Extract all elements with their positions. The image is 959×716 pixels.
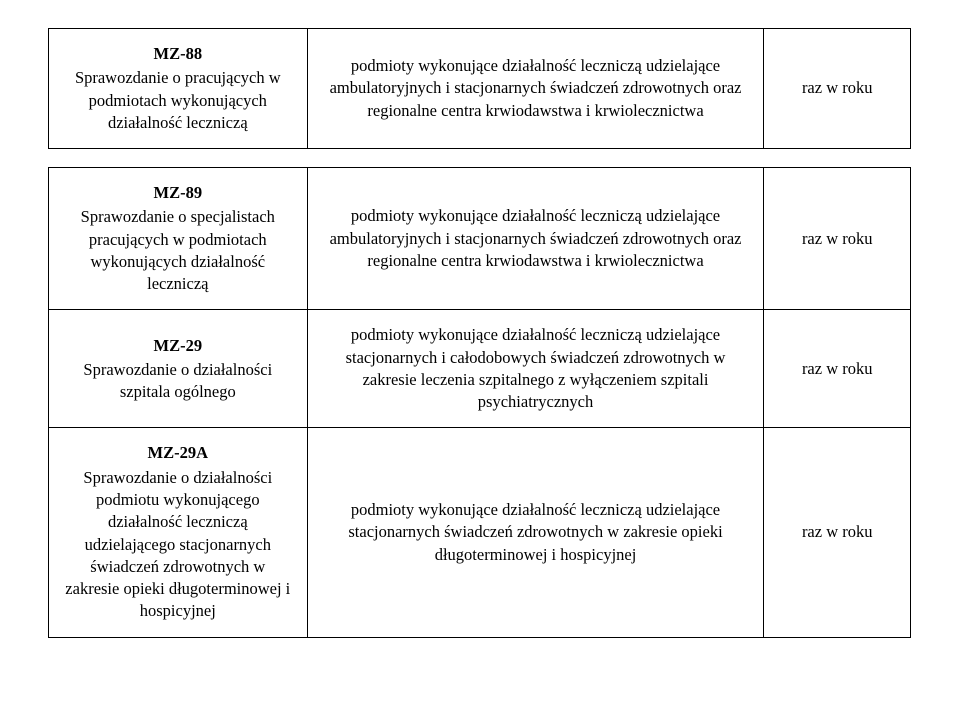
frequency-text: raz w roku: [802, 359, 873, 378]
cell-report: MZ-29 Sprawozdanie o działalności szpita…: [49, 310, 308, 428]
table-row: MZ-29A Sprawozdanie o działalności podmi…: [49, 428, 911, 637]
report-code: MZ-29: [65, 335, 291, 357]
cell-frequency: raz w roku: [764, 29, 911, 149]
cell-entities: podmioty wykonujące działalność lecznicz…: [307, 168, 764, 310]
report-title: Sprawozdanie o specjalistach pracujących…: [81, 207, 275, 293]
cell-entities: podmioty wykonujące działalność lecznicz…: [307, 310, 764, 428]
frequency-text: raz w roku: [802, 78, 873, 97]
reports-table: MZ-88 Sprawozdanie o pracujących w podmi…: [48, 28, 911, 638]
table-row: MZ-89 Sprawozdanie o specjalistach pracu…: [49, 168, 911, 310]
report-title: Sprawozdanie o działalności podmiotu wyk…: [65, 468, 290, 621]
entities-text: podmioty wykonujące działalność lecznicz…: [330, 56, 742, 120]
spacer-row: [49, 149, 911, 168]
cell-report: MZ-89 Sprawozdanie o specjalistach pracu…: [49, 168, 308, 310]
report-code: MZ-29A: [65, 442, 291, 464]
report-title: Sprawozdanie o działalności szpitala ogó…: [83, 360, 272, 401]
document-page: MZ-88 Sprawozdanie o pracujących w podmi…: [0, 0, 959, 666]
cell-frequency: raz w roku: [764, 168, 911, 310]
report-code: MZ-88: [65, 43, 291, 65]
frequency-text: raz w roku: [802, 229, 873, 248]
cell-report: MZ-29A Sprawozdanie o działalności podmi…: [49, 428, 308, 637]
table-row: MZ-29 Sprawozdanie o działalności szpita…: [49, 310, 911, 428]
cell-frequency: raz w roku: [764, 428, 911, 637]
entities-text: podmioty wykonujące działalność lecznicz…: [346, 325, 726, 411]
cell-entities: podmioty wykonujące działalność lecznicz…: [307, 428, 764, 637]
cell-report: MZ-88 Sprawozdanie o pracujących w podmi…: [49, 29, 308, 149]
report-code: MZ-89: [65, 182, 291, 204]
entities-text: podmioty wykonujące działalność lecznicz…: [330, 206, 742, 270]
cell-entities: podmioty wykonujące działalność lecznicz…: [307, 29, 764, 149]
report-title: Sprawozdanie o pracujących w podmiotach …: [75, 68, 281, 132]
frequency-text: raz w roku: [802, 522, 873, 541]
entities-text: podmioty wykonujące działalność lecznicz…: [348, 500, 722, 564]
cell-frequency: raz w roku: [764, 310, 911, 428]
table-row: MZ-88 Sprawozdanie o pracujących w podmi…: [49, 29, 911, 149]
